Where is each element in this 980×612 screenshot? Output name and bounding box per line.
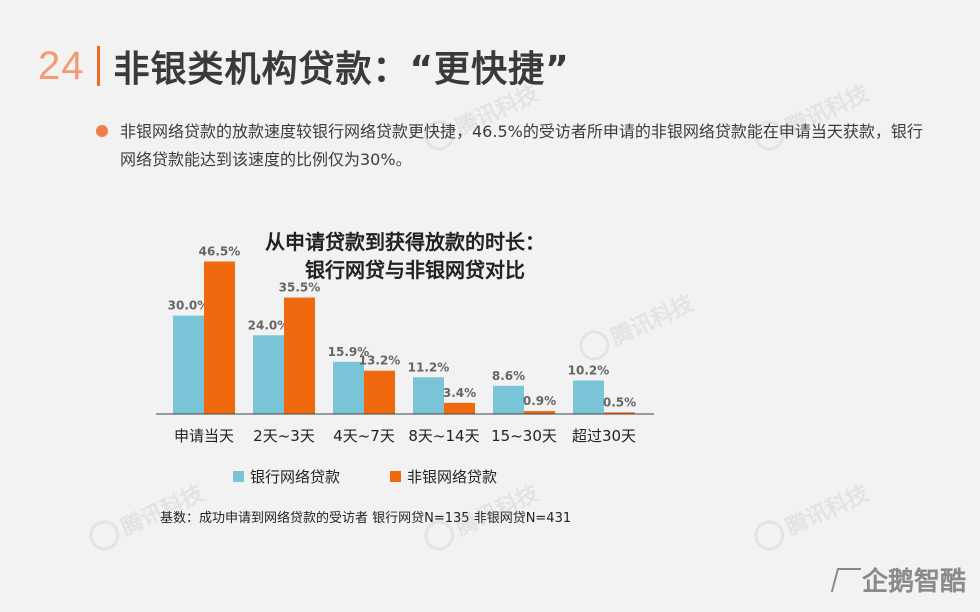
title-divider: [96, 46, 100, 86]
page-number: 24: [38, 43, 85, 88]
legend-item-bank: 银行网络贷款: [233, 466, 340, 487]
legend-item-nonbank: 非银网络贷款: [390, 466, 497, 487]
bullet-text: 非银网络贷款的放款速度较银行网络贷款更快捷，46.5%的受访者所申请的非银网络贷…: [120, 122, 923, 169]
header: 24 非银类机构贷款：“更快捷”: [38, 38, 570, 94]
data-label: 8.6%: [492, 369, 525, 383]
data-label: 11.2%: [408, 360, 450, 374]
chart-title-line2: 银行网贷与非银网贷对比: [305, 258, 525, 282]
chart-legend: 银行网络贷款 非银网络贷款: [233, 466, 497, 487]
data-label: 13.2%: [359, 354, 401, 368]
bar-bank: [253, 335, 284, 414]
x-tick-label: 8天~14天: [408, 427, 479, 445]
bar-nonbank: [284, 297, 315, 414]
bullet-dot-icon: [96, 125, 108, 137]
legend-swatch-nonbank: [390, 471, 402, 482]
data-label: 30.0%: [168, 299, 210, 313]
bar-bank: [173, 315, 204, 414]
legend-label-nonbank: 非银网络贷款: [407, 468, 498, 486]
data-label: 0.9%: [523, 394, 556, 408]
data-label: 0.5%: [603, 395, 636, 409]
penguin-logo-icon: [830, 567, 862, 592]
data-label: 24.0%: [248, 318, 290, 332]
bar-bank: [413, 377, 444, 414]
x-tick-label: 15~30天: [491, 427, 557, 445]
chart-title-line1: 从申请贷款到获得放款的时长：: [265, 230, 545, 254]
bar-nonbank: [604, 412, 635, 414]
data-label: 10.2%: [568, 364, 610, 378]
data-label: 15.9%: [328, 345, 370, 359]
page-title: 非银类机构贷款：“更快捷”: [113, 49, 570, 90]
bar-bank: [573, 380, 604, 414]
legend-label-bank: 银行网络贷款: [250, 468, 341, 486]
data-label: 3.4%: [443, 386, 476, 400]
x-tick-label: 申请当天: [174, 427, 234, 445]
brand-logo: 企鹅智酷: [830, 561, 966, 598]
bullet-point: 非银网络贷款的放款速度较银行网络贷款更快捷，46.5%的受访者所申请的非银网络贷…: [96, 118, 936, 174]
x-tick-label: 4天~7天: [333, 427, 395, 445]
x-tick-label: 超过30天: [572, 427, 636, 445]
footnote: 基数：成功申请到网络贷款的受访者 银行网贷N=135 非银网贷N=431: [160, 511, 572, 526]
bar-bank: [333, 361, 364, 414]
data-label: 35.5%: [279, 281, 321, 295]
bar-bank: [493, 385, 524, 414]
chart-title: 从申请贷款到获得放款的时长： 银行网贷与非银网贷对比: [215, 228, 595, 284]
legend-swatch-bank: [233, 471, 244, 482]
brand-name: 企鹅智酷: [861, 567, 966, 597]
bar-nonbank: [524, 411, 555, 414]
bar-nonbank: [444, 402, 475, 414]
data-label: 46.5%: [199, 244, 241, 258]
bar-nonbank: [364, 370, 395, 414]
bar-nonbank: [204, 261, 235, 414]
x-tick-label: 2天~3天: [253, 427, 315, 445]
